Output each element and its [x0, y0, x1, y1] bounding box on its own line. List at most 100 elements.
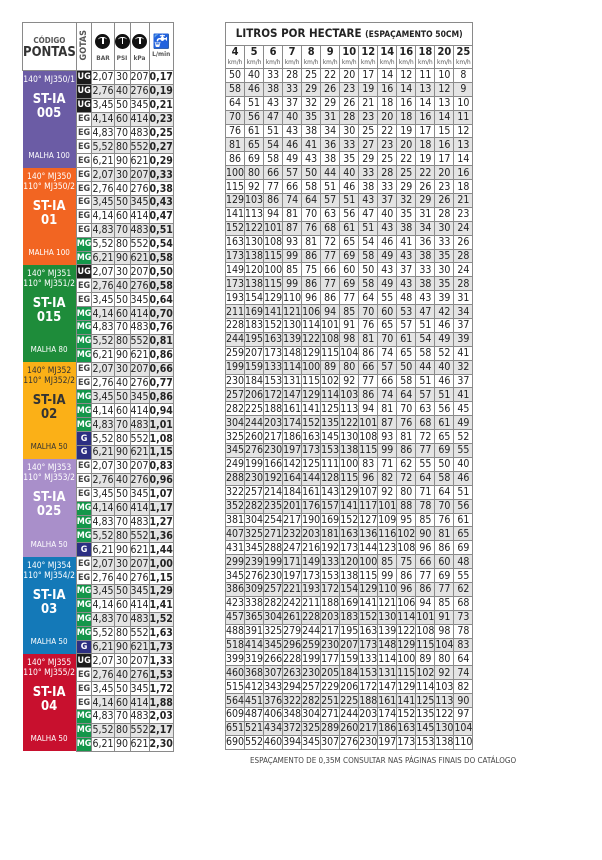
lha-cell: 98	[434, 623, 455, 639]
table-row: MG 5,52 80 552 1,36	[23, 528, 174, 544]
lmin-cell: 0,19	[148, 83, 174, 99]
speed-value: 16	[399, 45, 414, 58]
lha-cell: 66	[320, 262, 341, 278]
lha-cell: 259	[301, 637, 322, 653]
droplet-badge: G	[75, 431, 93, 447]
nozzle-name-line: 04	[40, 698, 58, 714]
lha-cell: 197	[282, 568, 303, 583]
droplet-badge: MG	[75, 611, 93, 627]
lha-cell: 33	[377, 179, 398, 195]
lha-cell: 368	[244, 665, 265, 681]
lmin-cell: 1,01	[148, 417, 174, 433]
table-row: 288 230 192 164 144 128 115 96 82 72 64 58 46	[224, 470, 474, 486]
lha-cell: 81	[434, 526, 455, 542]
table-row: 129 103 86 74 64 57 51 43 37 32 29 26 21	[224, 193, 474, 208]
lha-cell: 101	[377, 498, 398, 514]
lha-cell: 61	[396, 331, 417, 347]
lha-cell: 141	[339, 498, 360, 514]
lha-cell: 20	[434, 165, 455, 181]
table-row: 488 391 325 279 244 217 195 163 139 122 108 98 78	[224, 623, 474, 639]
lha-cell: 299	[224, 554, 246, 570]
lha-cell: 94	[263, 206, 284, 222]
lha-cell: 186	[282, 429, 303, 445]
speed-unit: km/h	[417, 58, 433, 66]
droplet-badge: EG	[75, 472, 93, 488]
table-row: EG 2,76 40 276 1,15	[23, 570, 174, 585]
lmin-cell: 1,36	[148, 528, 174, 544]
table-row: 257 206 172 147 129 114 103 86 74 64 57 51 41	[224, 387, 474, 403]
lha-cell: 161	[377, 693, 398, 708]
speed-unit: km/h	[398, 58, 414, 66]
lha-cell: 41	[453, 387, 474, 403]
lha-cell: 211	[224, 304, 246, 320]
lha-cell: 56	[434, 401, 455, 417]
lha-cell: 49	[377, 248, 398, 264]
speed-header: 25 km/h	[453, 45, 474, 69]
lha-cell: 104	[453, 720, 474, 736]
lmin-cell: 1,33	[148, 653, 174, 669]
lha-cell: 73	[453, 609, 474, 625]
lha-cell: 199	[224, 359, 246, 375]
psi-cell: 50	[113, 583, 131, 599]
lha-cell: 129	[396, 679, 417, 695]
lmin-cell: 1,72	[148, 681, 174, 697]
table-row: MG 6,21 90 621 0,58	[23, 250, 174, 266]
lha-cell: 263	[282, 665, 303, 681]
droplet-badge: G	[75, 639, 93, 655]
lha-cell: 18	[396, 109, 417, 125]
table-row: G 6,21 90 621 1,44	[23, 542, 174, 558]
lha-cell: 130	[434, 720, 455, 736]
droplet-badge: MG	[75, 528, 93, 544]
lmin-cell: 0,23	[148, 111, 174, 127]
table-row: EG 3,45 50 345 0,43	[23, 195, 174, 210]
kpa-cell: 207	[129, 264, 150, 280]
lha-cell: 40	[377, 206, 398, 222]
lha-cell: 108	[396, 540, 417, 556]
lha-cell: 152	[396, 706, 417, 722]
lha-cell: 372	[282, 720, 303, 736]
droplet-badge: EG	[75, 195, 93, 210]
lha-cell: 391	[244, 623, 265, 639]
lha-cell: 88	[396, 498, 417, 514]
lha-cell: 16	[377, 81, 398, 97]
lha-cell: 282	[301, 693, 322, 708]
lha-cell: 423	[224, 595, 246, 611]
lha-cell: 33	[358, 165, 379, 181]
bar-cell: 2,76	[91, 667, 115, 683]
lha-cell: 8	[453, 68, 474, 83]
speed-unit: km/h	[265, 58, 281, 66]
lha-cell: 30	[339, 123, 360, 139]
lha-cell: 99	[377, 443, 398, 458]
kpa-header: kPa	[129, 22, 150, 71]
lha-cell: 58	[358, 248, 379, 264]
table-row: MG 4,83 70 483 1,52	[23, 611, 174, 627]
lha-cell: 64	[434, 484, 455, 500]
kpa-cell: 414	[129, 500, 150, 516]
lha-cell: 114	[377, 651, 398, 667]
lha-cell: 26	[453, 234, 474, 250]
table-row: 249 199 166 142 125 111 100 83 71 62 55 50 40	[224, 456, 474, 472]
model-code: 110° MJ354/2	[23, 570, 75, 581]
table-row: 64 51 43 37 32 29 26 21 18 16 14 13 10	[224, 95, 474, 111]
lha-cell: 365	[244, 609, 265, 625]
lha-cell: 60	[377, 304, 398, 320]
nozzle-group-st-ia-005: 140° MJ350/1 ST-IA 005 MALHA 100	[22, 70, 77, 168]
lha-cell: 93	[282, 234, 303, 250]
table-row: 100 80 66 57 50 44 40 33 28 25 22 20 16	[224, 165, 474, 181]
nozzle-name-line: ST-IA	[32, 92, 66, 107]
table-row: 141 113 94 81 70 63 56 47 40 35 31 28 23	[224, 206, 474, 222]
psi-cell: 30	[113, 653, 131, 669]
faucet-icon: 🚰	[152, 33, 170, 50]
lha-cell: 163	[301, 429, 322, 445]
lmin-cell: 1,29	[148, 583, 174, 599]
lha-cell: 14	[396, 81, 417, 97]
kpa-cell: 345	[129, 195, 150, 210]
lha-cell: 65	[396, 345, 417, 361]
lha-cell: 64	[301, 193, 322, 208]
lha-cell: 141	[358, 595, 379, 611]
table-row: EG 2,76 40 276 1,53	[23, 667, 174, 683]
lha-cell: 51	[263, 123, 284, 139]
bar-cell: 6,21	[91, 153, 115, 169]
lha-cell: 19	[358, 81, 379, 97]
table-row: 140° MJ354 110° MJ354/2 ST-IA 03 MALHA 50 EG 2…	[22, 556, 174, 654]
